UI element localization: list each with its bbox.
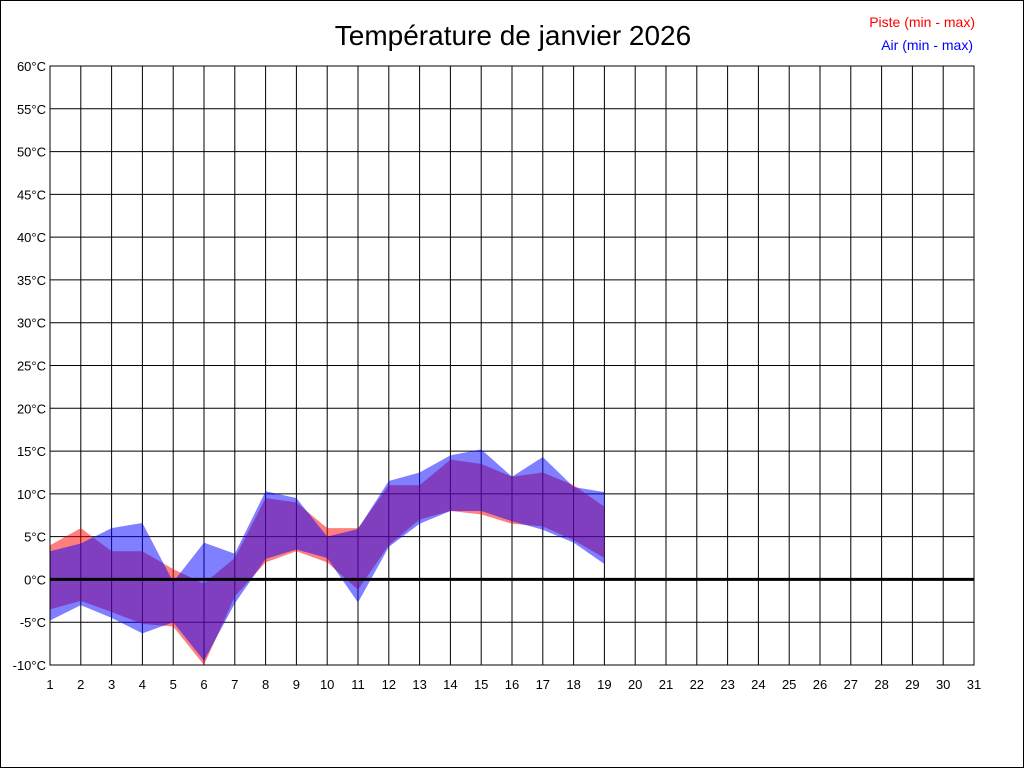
x-tick-label: 22	[690, 677, 704, 692]
y-tick-label: 20°C	[17, 401, 46, 416]
legend-air: Air (min - max)	[881, 37, 973, 53]
x-tick-label: 10	[320, 677, 334, 692]
x-tick-label: 11	[351, 677, 365, 692]
x-tick-label: 27	[844, 677, 858, 692]
series-bands	[50, 449, 605, 665]
y-tick-label: 40°C	[17, 230, 46, 245]
y-tick-label: 10°C	[17, 487, 46, 502]
y-tick-label: 35°C	[17, 273, 46, 288]
x-tick-label: 31	[967, 677, 981, 692]
band-series-2	[50, 449, 605, 661]
x-tick-label: 28	[874, 677, 888, 692]
y-tick-label: 55°C	[17, 102, 46, 117]
x-tick-label: 6	[200, 677, 207, 692]
x-tick-label: 20	[628, 677, 642, 692]
x-tick-label: 12	[382, 677, 396, 692]
chart-title: Température de janvier 2026	[335, 20, 691, 51]
y-tick-labels: 60°C 55°C 50°C 45°C 40°C 35°C 30°C 25°C 20°C 15°C…	[13, 59, 46, 673]
y-tick-label: 25°C	[17, 359, 46, 374]
x-tick-label: 23	[720, 677, 734, 692]
x-tick-label: 19	[597, 677, 611, 692]
plot-border	[49, 65, 975, 666]
y-tick-label: 60°C	[17, 59, 46, 74]
legend-piste: Piste (min - max)	[869, 14, 975, 30]
x-tick-label: 5	[170, 677, 177, 692]
x-tick-label: 29	[905, 677, 919, 692]
x-tick-label: 7	[231, 677, 238, 692]
x-tick-label: 18	[566, 677, 580, 692]
x-tick-label: 9	[293, 677, 300, 692]
x-tick-labels: 1 2 3 4 5 6 7 8 9 10 11 12 13 14 15 16 17 18 19 20 21 22 23 24 2…	[46, 677, 981, 692]
x-tick-label: 8	[262, 677, 269, 692]
y-tick-label: 45°C	[17, 187, 46, 202]
x-tick-label: 24	[751, 677, 765, 692]
y-tick-label: 15°C	[17, 444, 46, 459]
x-tick-label: 2	[77, 677, 84, 692]
y-tick-label: 50°C	[17, 145, 46, 160]
y-tick-label: 0°C	[24, 572, 46, 587]
y-tick-label: -5°C	[20, 615, 46, 630]
y-tick-label: 5°C	[24, 530, 46, 545]
x-tick-label: 3	[108, 677, 115, 692]
x-tick-label: 1	[46, 677, 53, 692]
y-tick-label: 30°C	[17, 316, 46, 331]
axes	[49, 65, 975, 666]
x-tick-label: 4	[139, 677, 146, 692]
x-tick-label: 16	[505, 677, 519, 692]
x-tick-label: 15	[474, 677, 488, 692]
y-tick-label: -10°C	[13, 658, 46, 673]
x-tick-label: 30	[936, 677, 950, 692]
x-tick-label: 17	[536, 677, 550, 692]
x-tick-label: 21	[659, 677, 673, 692]
x-tick-label: 26	[813, 677, 827, 692]
x-tick-label: 25	[782, 677, 796, 692]
x-tick-label: 13	[412, 677, 426, 692]
x-tick-label: 14	[443, 677, 457, 692]
